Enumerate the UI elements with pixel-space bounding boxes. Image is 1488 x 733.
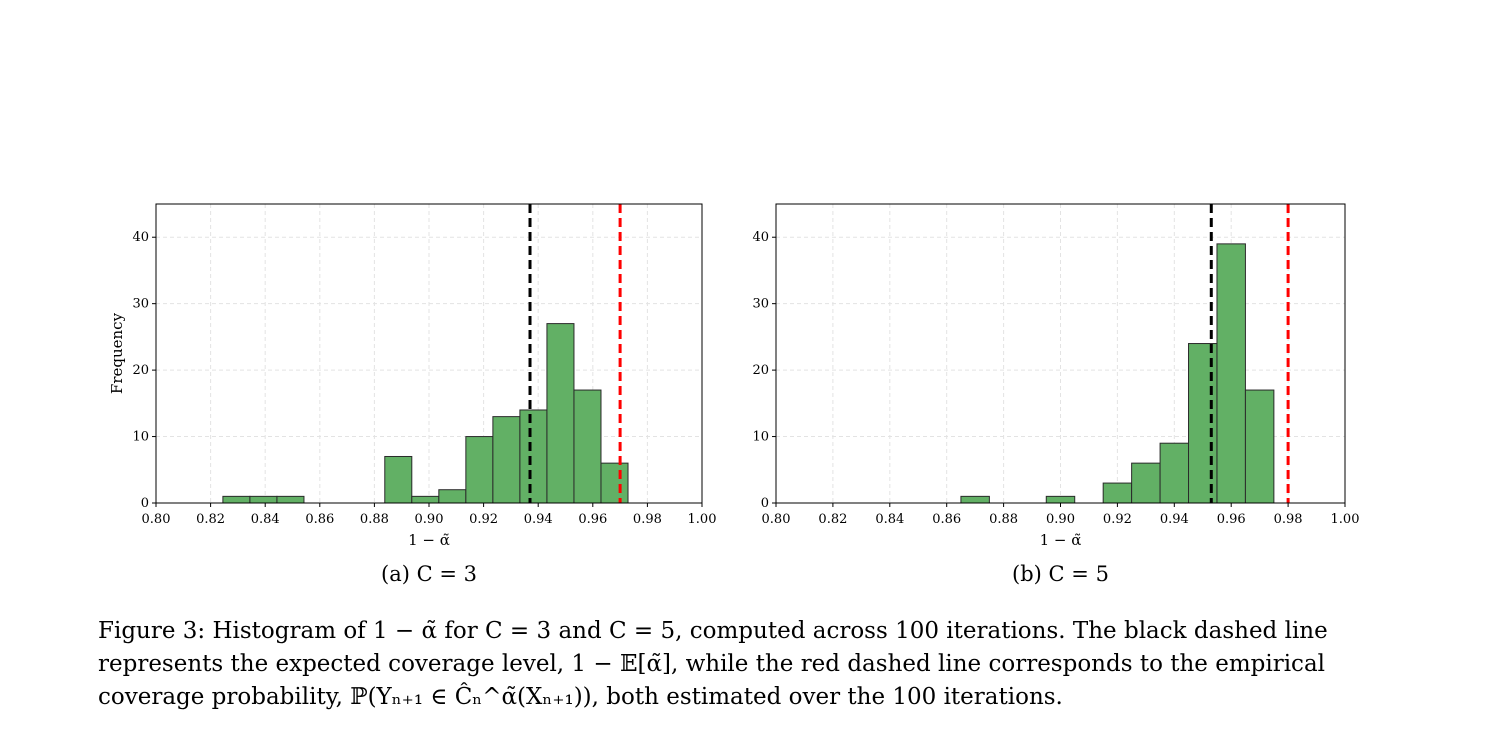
- y-tick-label: 40: [752, 230, 769, 245]
- histogram-bar: [600, 462, 629, 504]
- x-tick-label: 0.80: [762, 512, 791, 527]
- histogram-bar: [438, 489, 467, 504]
- x-tick-label: 0.94: [1160, 512, 1189, 527]
- figure-caption: Figure 3: Histogram of 1 − α̃ for C = 3 …: [98, 618, 1328, 710]
- x-tick-label: 0.84: [875, 512, 904, 527]
- panel-caption: (b) C = 5: [1012, 562, 1109, 586]
- histogram-bar: [519, 409, 548, 504]
- x-tick-label: 0.86: [932, 512, 961, 527]
- histogram-bar: [1216, 243, 1246, 504]
- x-tick-label: 0.96: [1217, 512, 1246, 527]
- x-tick-label: 1.00: [688, 512, 717, 527]
- x-tick-label: 0.82: [196, 512, 225, 527]
- histogram-bar: [1188, 343, 1218, 504]
- histogram-bar: [1102, 482, 1133, 504]
- histogram-bar: [465, 436, 494, 504]
- y-tick-label: 10: [752, 430, 769, 445]
- histogram-bar: [1045, 495, 1076, 504]
- histogram-bar: [1244, 389, 1275, 504]
- x-tick-label: 0.98: [1274, 512, 1303, 527]
- histogram-bar: [960, 495, 990, 504]
- figure: 0.80 0.82 0.84 0.86 0.88 0.90 0.92 0.94 0.96 0.98…: [108, 203, 1360, 586]
- x-tick-label: 0.88: [989, 512, 1018, 527]
- histogram-bar: [492, 416, 521, 504]
- panel-caption: (a) C = 3: [381, 562, 477, 586]
- x-tick-label: 0.82: [818, 512, 847, 527]
- y-tick-label: 10: [132, 430, 149, 445]
- x-tick-label: 0.90: [415, 512, 444, 527]
- histogram-panel-c5: 0.80 0.82 0.84 0.86 0.88 0.90 0.92 0.94 0.96 0.98…: [752, 203, 1360, 586]
- x-tick-label: 0.98: [633, 512, 662, 527]
- x-tick-label: 1.00: [1331, 512, 1360, 527]
- y-tick-label: 0: [761, 496, 769, 511]
- histogram-panel-c3: 0.80 0.82 0.84 0.86 0.88 0.90 0.92 0.94 0.96 0.98…: [108, 203, 717, 586]
- histogram-bar: [249, 495, 278, 504]
- histogram-bar: [1131, 462, 1161, 504]
- histogram-bar: [384, 455, 413, 504]
- x-tick-label: 0.88: [360, 512, 389, 527]
- x-axis-label: 1 − α̃: [1040, 531, 1082, 549]
- histogram-bar: [546, 323, 575, 504]
- y-tick-label: 40: [132, 230, 149, 245]
- histogram-bar: [411, 495, 440, 504]
- x-tick-label: 0.86: [305, 512, 334, 527]
- y-tick-label: 20: [752, 363, 769, 378]
- y-tick-label: 0: [141, 496, 149, 511]
- y-axis-label: Frequency: [108, 312, 126, 394]
- x-tick-label: 0.80: [142, 512, 171, 527]
- y-tick-label: 30: [752, 297, 769, 312]
- y-tick-label: 30: [132, 297, 149, 312]
- histogram-bar: [1159, 442, 1190, 504]
- histogram-bar: [573, 389, 602, 504]
- histogram-bar: [222, 495, 251, 504]
- x-tick-label: 0.84: [251, 512, 280, 527]
- x-tick-label: 0.94: [524, 512, 553, 527]
- x-tick-label: 0.96: [578, 512, 607, 527]
- y-tick-label: 20: [132, 363, 149, 378]
- x-tick-label: 0.92: [1103, 512, 1132, 527]
- x-tick-label: 0.92: [469, 512, 498, 527]
- x-tick-label: 0.90: [1046, 512, 1075, 527]
- histogram-bar: [276, 495, 305, 504]
- x-axis-label: 1 − α̃: [408, 531, 450, 549]
